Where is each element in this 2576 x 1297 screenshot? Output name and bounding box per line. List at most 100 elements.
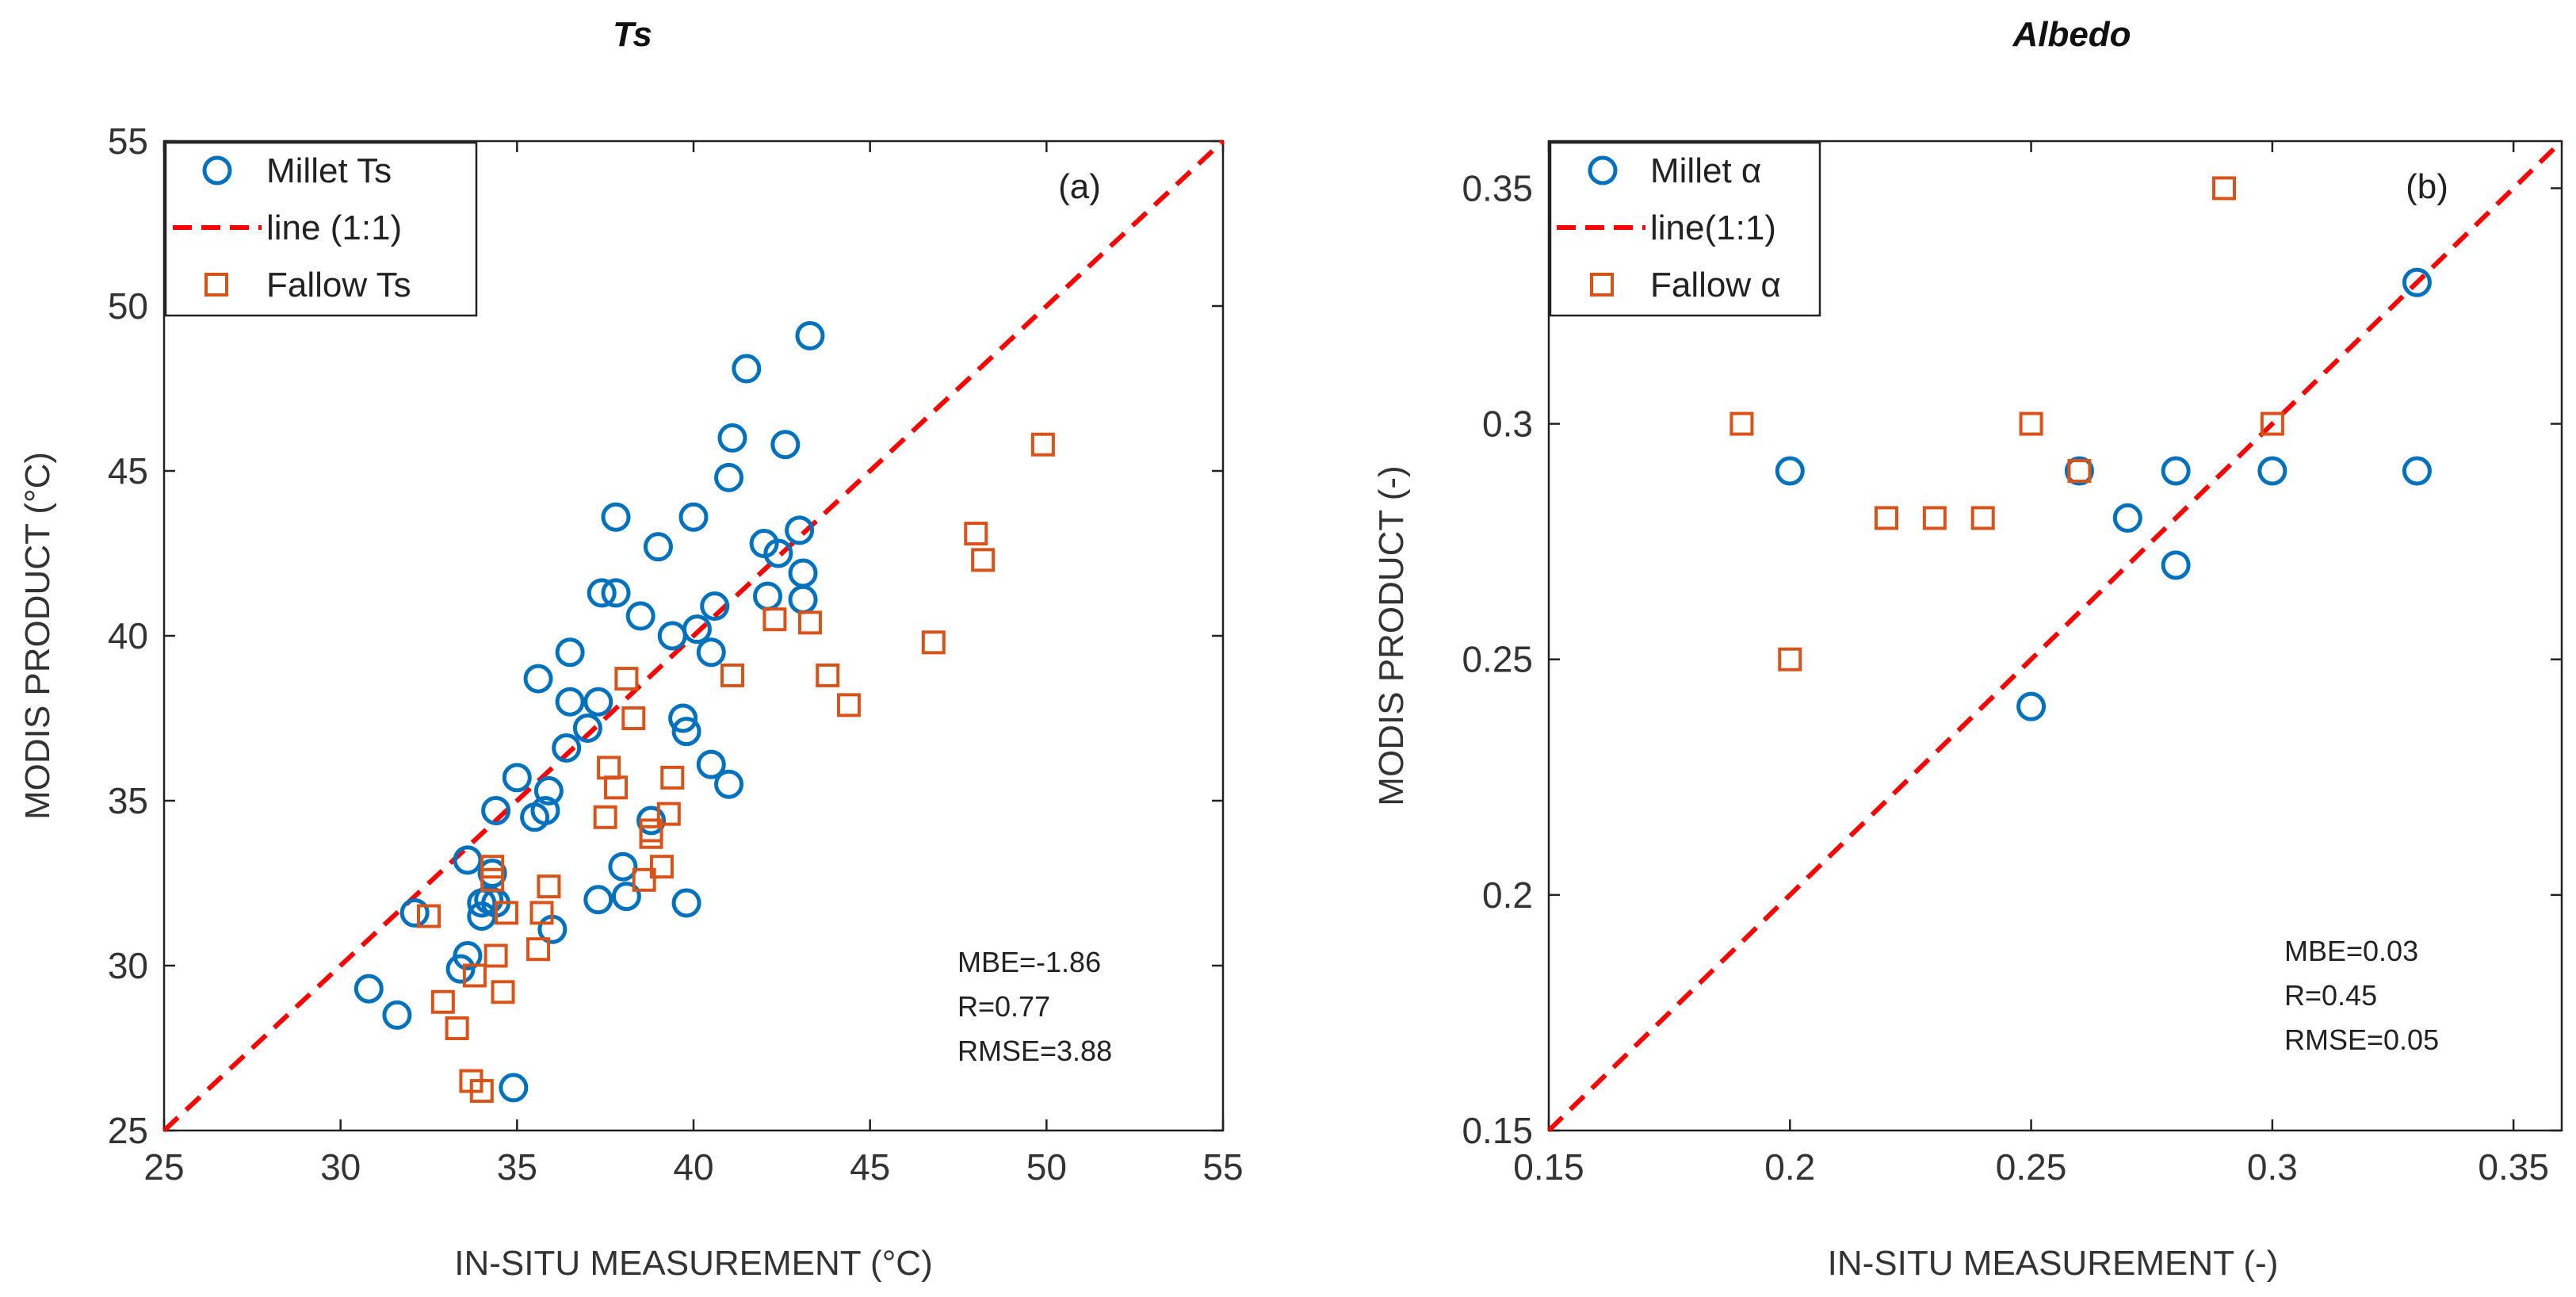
- x-tick-label: 0.35: [2478, 1146, 2549, 1188]
- point-millet-ts: [555, 637, 585, 668]
- point-millet-albedo: [1775, 456, 1805, 486]
- stat-mbe-ts: MBE=-1.86: [957, 946, 1101, 978]
- point-millet-albedo: [2402, 267, 2432, 297]
- point-fallow-ts: [971, 548, 996, 572]
- legend-marker-fallow-ts: [204, 273, 228, 297]
- legend-marker-fallow-albedo: [1590, 273, 1614, 297]
- stat-rmse-albedo: RMSE=0.05: [2284, 1023, 2439, 1056]
- point-fallow-albedo: [2212, 176, 2236, 201]
- x-tick-label: 0.15: [1513, 1146, 1584, 1188]
- y-tick-label: 25: [108, 1110, 148, 1151]
- point-millet-ts: [696, 749, 726, 779]
- point-millet-albedo: [2161, 456, 2191, 486]
- stats-ts: MBE=-1.86 R=0.77 RMSE=3.88: [957, 946, 1112, 1067]
- point-millet-ts: [601, 578, 631, 608]
- legend-label-fallow-albedo: Fallow α: [1650, 266, 1781, 304]
- point-millet-ts: [572, 713, 602, 743]
- point-fallow-ts: [483, 943, 508, 968]
- stats-albedo: MBE=0.03 R=0.45 RMSE=0.05: [2284, 935, 2439, 1056]
- point-millet-ts: [552, 733, 582, 763]
- point-fallow-ts: [597, 756, 621, 780]
- point-millet-ts: [714, 769, 744, 799]
- point-fallow-ts: [762, 607, 787, 632]
- point-millet-ts: [399, 897, 430, 928]
- legend-label-fallow-ts: Fallow Ts: [266, 266, 411, 304]
- x-tick-label: 40: [673, 1146, 713, 1188]
- point-fallow-ts: [921, 630, 946, 655]
- data-points-ts: [354, 320, 1055, 1104]
- one-to-one-line-ts: [162, 139, 1225, 1133]
- y-tick-label: 35: [108, 780, 148, 821]
- legend-ts: Millet Ts line (1:1) Fallow Ts: [164, 141, 478, 317]
- legend-marker-millet-ts: [202, 155, 232, 186]
- point-millet-ts: [477, 859, 507, 889]
- legend-label-millet-ts: Millet Ts: [266, 151, 392, 190]
- point-millet-ts: [700, 591, 730, 622]
- x-tick-label: 0.25: [1996, 1146, 2067, 1188]
- panel-tag-b: (b): [2406, 167, 2448, 206]
- point-millet-ts: [502, 763, 532, 793]
- point-millet-ts: [481, 795, 511, 825]
- stat-r-ts: R=0.77: [957, 990, 1050, 1023]
- legend-albedo: Millet α line(1:1) Fallow α: [1549, 141, 1821, 317]
- point-millet-ts: [533, 776, 564, 806]
- point-fallow-albedo: [1729, 411, 1754, 436]
- stat-mbe-albedo: MBE=0.03: [2284, 935, 2418, 967]
- x-tick-label: 35: [497, 1146, 537, 1188]
- point-fallow-ts: [494, 901, 518, 925]
- x-tick-labels-albedo: 0.15 0.2 0.25 0.3 0.35: [1513, 1146, 2549, 1188]
- y-tick-label: 55: [108, 121, 148, 162]
- point-millet-ts: [696, 637, 726, 668]
- x-tick-label: 0.2: [1764, 1146, 1815, 1188]
- point-fallow-albedo: [2067, 459, 2092, 483]
- point-millet-ts: [601, 502, 631, 532]
- x-tick-label: 25: [143, 1146, 184, 1188]
- legend-label-line-albedo: line(1:1): [1650, 209, 1776, 247]
- point-fallow-ts: [649, 855, 674, 879]
- point-fallow-ts: [604, 775, 629, 800]
- point-millet-ts: [678, 502, 709, 532]
- point-fallow-ts: [660, 765, 685, 790]
- plot-frame-albedo: [1547, 140, 2563, 1132]
- x-tick-label: 30: [320, 1146, 361, 1188]
- point-millet-ts: [530, 795, 560, 825]
- point-millet-ts: [717, 423, 747, 453]
- point-fallow-ts: [526, 937, 551, 962]
- point-millet-ts: [583, 687, 613, 717]
- point-millet-albedo: [2161, 550, 2191, 580]
- point-millet-ts: [795, 320, 825, 350]
- point-fallow-ts: [1030, 432, 1055, 457]
- point-millet-ts: [671, 888, 701, 918]
- chart-title-albedo: Albedo: [2012, 15, 2131, 54]
- point-millet-ts: [682, 614, 712, 645]
- point-fallow-albedo: [2019, 411, 2043, 436]
- point-fallow-ts: [797, 610, 822, 635]
- legend-label-line-ts: line (1:1): [266, 209, 402, 247]
- y-tick-label: 0.3: [1482, 404, 1533, 445]
- point-fallow-ts: [964, 522, 988, 546]
- stat-r-albedo: R=0.45: [2284, 979, 2377, 1012]
- point-millet-ts: [785, 515, 815, 545]
- point-millet-ts: [763, 538, 793, 568]
- point-millet-ts: [608, 851, 638, 882]
- x-axis-label-ts: IN-SITU MEASUREMENT (°C): [454, 1244, 932, 1283]
- point-fallow-ts: [656, 802, 681, 826]
- point-millet-ts: [555, 687, 585, 717]
- point-millet-ts: [453, 941, 483, 971]
- point-millet-albedo: [2064, 456, 2094, 486]
- point-millet-ts: [657, 621, 687, 651]
- panel-tag-a: (a): [1058, 167, 1101, 206]
- point-fallow-ts: [816, 663, 840, 687]
- legend-marker-millet-albedo: [1588, 155, 1618, 186]
- point-fallow-ts: [632, 867, 656, 892]
- x-tick-labels-ts: 25 30 35 40 45 50 55: [143, 1146, 1243, 1188]
- x-axis-label-albedo: IN-SITU MEASUREMENT (-): [1828, 1244, 2279, 1283]
- panel-albedo: Albedo 0.15 0.2 0.25 0.3 0.35 0.15 0.2 0.25 0.3…: [1372, 15, 2564, 1283]
- x-tick-label: 45: [850, 1146, 890, 1188]
- panel-ts: Ts 25 30 35 40 45 50 55 25 30 35 40 45 50 55 IN-SITU…: [18, 15, 1244, 1283]
- point-fallow-albedo: [1778, 647, 1802, 671]
- y-tick-label: 45: [108, 450, 148, 492]
- one-to-one-line-albedo: [1546, 139, 2564, 1133]
- y-tick-label: 0.2: [1482, 874, 1533, 916]
